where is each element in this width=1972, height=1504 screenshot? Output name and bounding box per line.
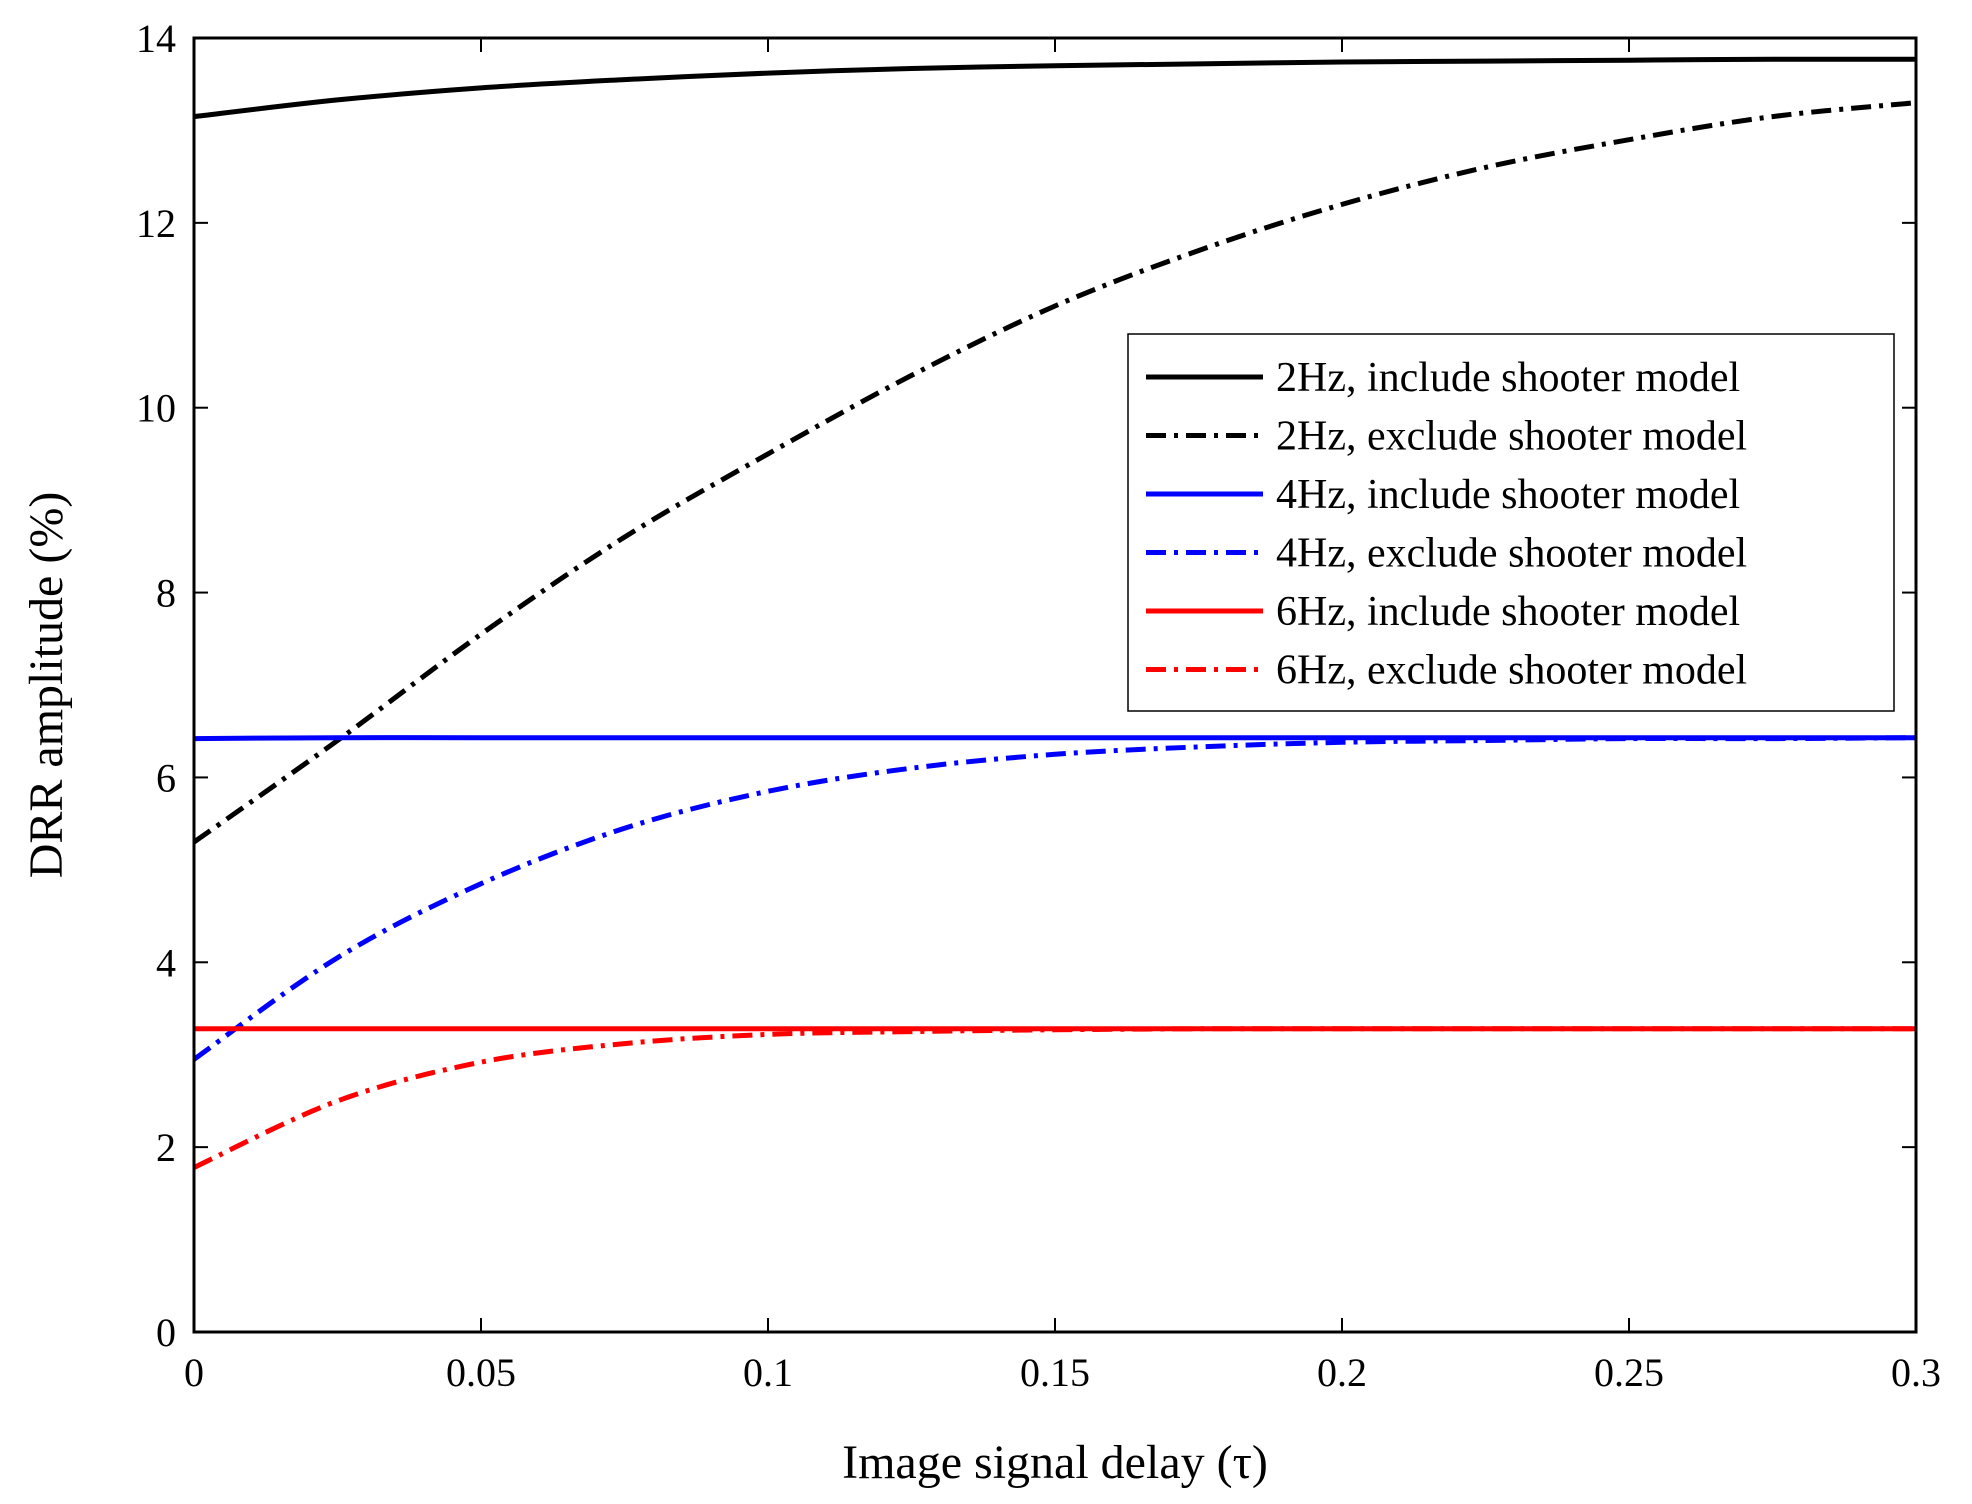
series-line-2 bbox=[192, 100, 1917, 845]
x-tick-label: 0.05 bbox=[446, 1350, 516, 1395]
y-tick-label: 0 bbox=[156, 1310, 176, 1355]
legend-label-6: 6Hz, exclude shooter model bbox=[1276, 648, 1747, 694]
y-tick-label: 2 bbox=[156, 1125, 176, 1170]
series-line-4 bbox=[192, 735, 1917, 1062]
legend-box bbox=[1127, 333, 1895, 712]
y-axis-label: DRR amplitude (%) bbox=[20, 492, 73, 879]
y-tick-label: 4 bbox=[156, 940, 176, 985]
series-line-1 bbox=[193, 56, 1917, 120]
y-tick-label: 12 bbox=[136, 201, 176, 246]
legend-label-2: 2Hz, exclude shooter model bbox=[1276, 414, 1747, 460]
ticks-layer bbox=[193, 37, 1917, 1333]
y-tick-label: 14 bbox=[136, 16, 176, 61]
x-tick-label: 0.25 bbox=[1594, 1350, 1664, 1395]
y-tick-label: 6 bbox=[156, 755, 176, 800]
legend-label-1: 2Hz, include shooter model bbox=[1276, 355, 1740, 401]
series-line-6 bbox=[192, 1026, 1916, 1170]
x-tick-label: 0 bbox=[184, 1350, 204, 1395]
legend-label-5: 6Hz, include shooter model bbox=[1276, 589, 1740, 635]
series-line-3 bbox=[193, 735, 1916, 742]
x-tick-label: 0.2 bbox=[1317, 1350, 1367, 1395]
series-layer bbox=[192, 56, 1917, 1170]
legend-label-3: 4Hz, include shooter model bbox=[1276, 472, 1740, 518]
x-tick-label: 0.15 bbox=[1020, 1350, 1090, 1395]
x-axis-label: Image signal delay (τ) bbox=[842, 1436, 1268, 1489]
x-tick-label: 0.3 bbox=[1891, 1350, 1941, 1395]
y-tick-label: 8 bbox=[156, 571, 176, 616]
legend-label-4: 4Hz, exclude shooter model bbox=[1276, 531, 1747, 577]
x-tick-label: 0.1 bbox=[743, 1350, 793, 1395]
y-tick-label: 10 bbox=[136, 386, 176, 431]
tick-labels-layer: 0 0.05 0.1 0.15 0.2 0.25 0.3 0 2 4 6 8 10 12 14 bbox=[136, 16, 1941, 1395]
legend: 2Hz, include shooter model 2Hz, exclude s… bbox=[1127, 333, 1895, 712]
